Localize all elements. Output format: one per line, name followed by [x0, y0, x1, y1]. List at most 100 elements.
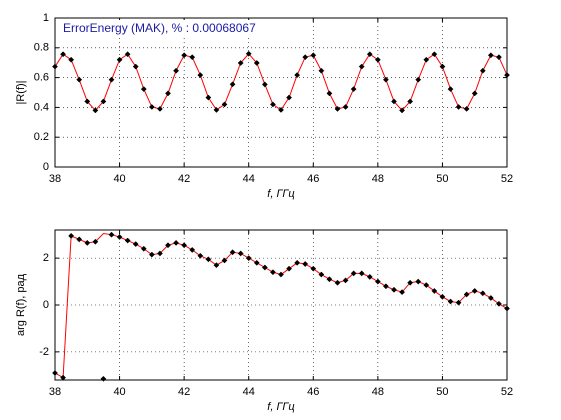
data-point	[116, 234, 123, 240]
y-tick-label: 0.6	[34, 72, 49, 84]
x-tick-label: 44	[243, 386, 255, 398]
y-tick-label: 0.2	[34, 131, 49, 143]
x-tick-label: 44	[243, 173, 255, 185]
data-point	[415, 278, 422, 285]
data-point	[399, 289, 406, 296]
data-point	[245, 255, 252, 262]
x-tick-label: 52	[501, 173, 513, 185]
data-point	[237, 60, 244, 66]
data-point	[391, 98, 397, 105]
axes-box	[54, 229, 508, 381]
data-point	[60, 51, 67, 58]
data-point	[350, 270, 357, 277]
x-tick-label: 40	[113, 386, 125, 398]
data-point	[431, 287, 438, 294]
data-point	[181, 242, 188, 249]
data-point	[302, 261, 309, 267]
data-point	[156, 105, 163, 112]
data-point	[326, 90, 333, 97]
x-tick-label: 48	[372, 386, 384, 398]
x-tick-label: 50	[436, 386, 448, 398]
data-point	[423, 56, 430, 63]
data-point	[76, 236, 83, 243]
y-tick-label: 0	[43, 161, 49, 173]
axes-box	[54, 17, 508, 168]
data-point	[447, 86, 454, 93]
data-point	[205, 94, 212, 101]
data-point	[269, 269, 276, 276]
data-point	[124, 237, 131, 244]
data-point	[495, 54, 502, 61]
data-point	[439, 293, 446, 300]
data-point	[302, 54, 309, 61]
data-point	[455, 299, 462, 306]
data-point	[318, 67, 325, 74]
data-point	[173, 239, 180, 246]
data-point	[165, 242, 171, 249]
data-point	[487, 295, 494, 301]
data-point	[116, 56, 123, 63]
data-point	[261, 264, 268, 271]
data-point	[431, 51, 438, 58]
data-point	[261, 81, 268, 88]
x-tick-label: 38	[49, 386, 61, 398]
data-point	[148, 251, 155, 258]
data-point	[140, 86, 147, 93]
data-point	[495, 300, 502, 307]
axes: 38 40 42 44 46 48 50 52 0 0.2 0.4 0.6 0.8 1 ErrorEnerg…	[15, 12, 513, 200]
data-point	[399, 107, 406, 114]
y-axis-label: |R(f)|	[15, 80, 27, 104]
x-tick-label: 38	[49, 173, 61, 185]
data-point	[391, 286, 397, 293]
data-point	[92, 107, 99, 114]
data-point	[100, 98, 107, 105]
y-axis-label: arg R(f), рад	[15, 273, 27, 336]
data-point	[221, 101, 228, 108]
x-tick-label: 50	[436, 173, 448, 185]
data-point	[423, 282, 430, 289]
data-point	[197, 72, 204, 79]
data-point	[213, 262, 220, 269]
data-point	[205, 256, 212, 263]
data-point	[286, 265, 293, 272]
data-point	[92, 238, 99, 245]
data-point	[229, 81, 236, 88]
data-point	[463, 105, 470, 112]
data-point	[278, 106, 284, 113]
data-point	[447, 298, 454, 305]
data-point	[189, 54, 196, 61]
y-tick-label: 0.4	[34, 101, 49, 113]
x-axis-label: f, ГГц	[267, 188, 294, 200]
data-point	[76, 76, 83, 83]
data-point	[310, 265, 317, 272]
data-point	[382, 283, 389, 290]
data-point	[221, 257, 228, 264]
data-point	[108, 76, 115, 83]
data-point	[310, 52, 317, 59]
data-point	[68, 56, 75, 63]
data-point	[342, 277, 349, 284]
data-point	[439, 63, 446, 70]
data-point	[286, 94, 293, 101]
data-point	[326, 276, 333, 283]
x-tick-label: 46	[307, 173, 319, 185]
data-point	[455, 103, 462, 110]
y-tick-label: 2	[43, 252, 49, 264]
data-point	[84, 239, 91, 246]
data-point	[407, 98, 414, 105]
x-tick-label: 48	[372, 173, 384, 185]
data-point	[84, 98, 91, 105]
data-point	[197, 252, 204, 259]
data-point	[132, 63, 139, 70]
data-point	[148, 103, 155, 110]
data-point	[366, 51, 373, 58]
data-point	[374, 278, 381, 285]
data-point	[253, 60, 260, 66]
data-point	[479, 67, 486, 74]
data-point	[374, 56, 381, 63]
data-point	[68, 232, 75, 239]
data-point	[108, 231, 115, 238]
data-point	[358, 270, 365, 277]
annotation-bg	[58, 20, 254, 37]
